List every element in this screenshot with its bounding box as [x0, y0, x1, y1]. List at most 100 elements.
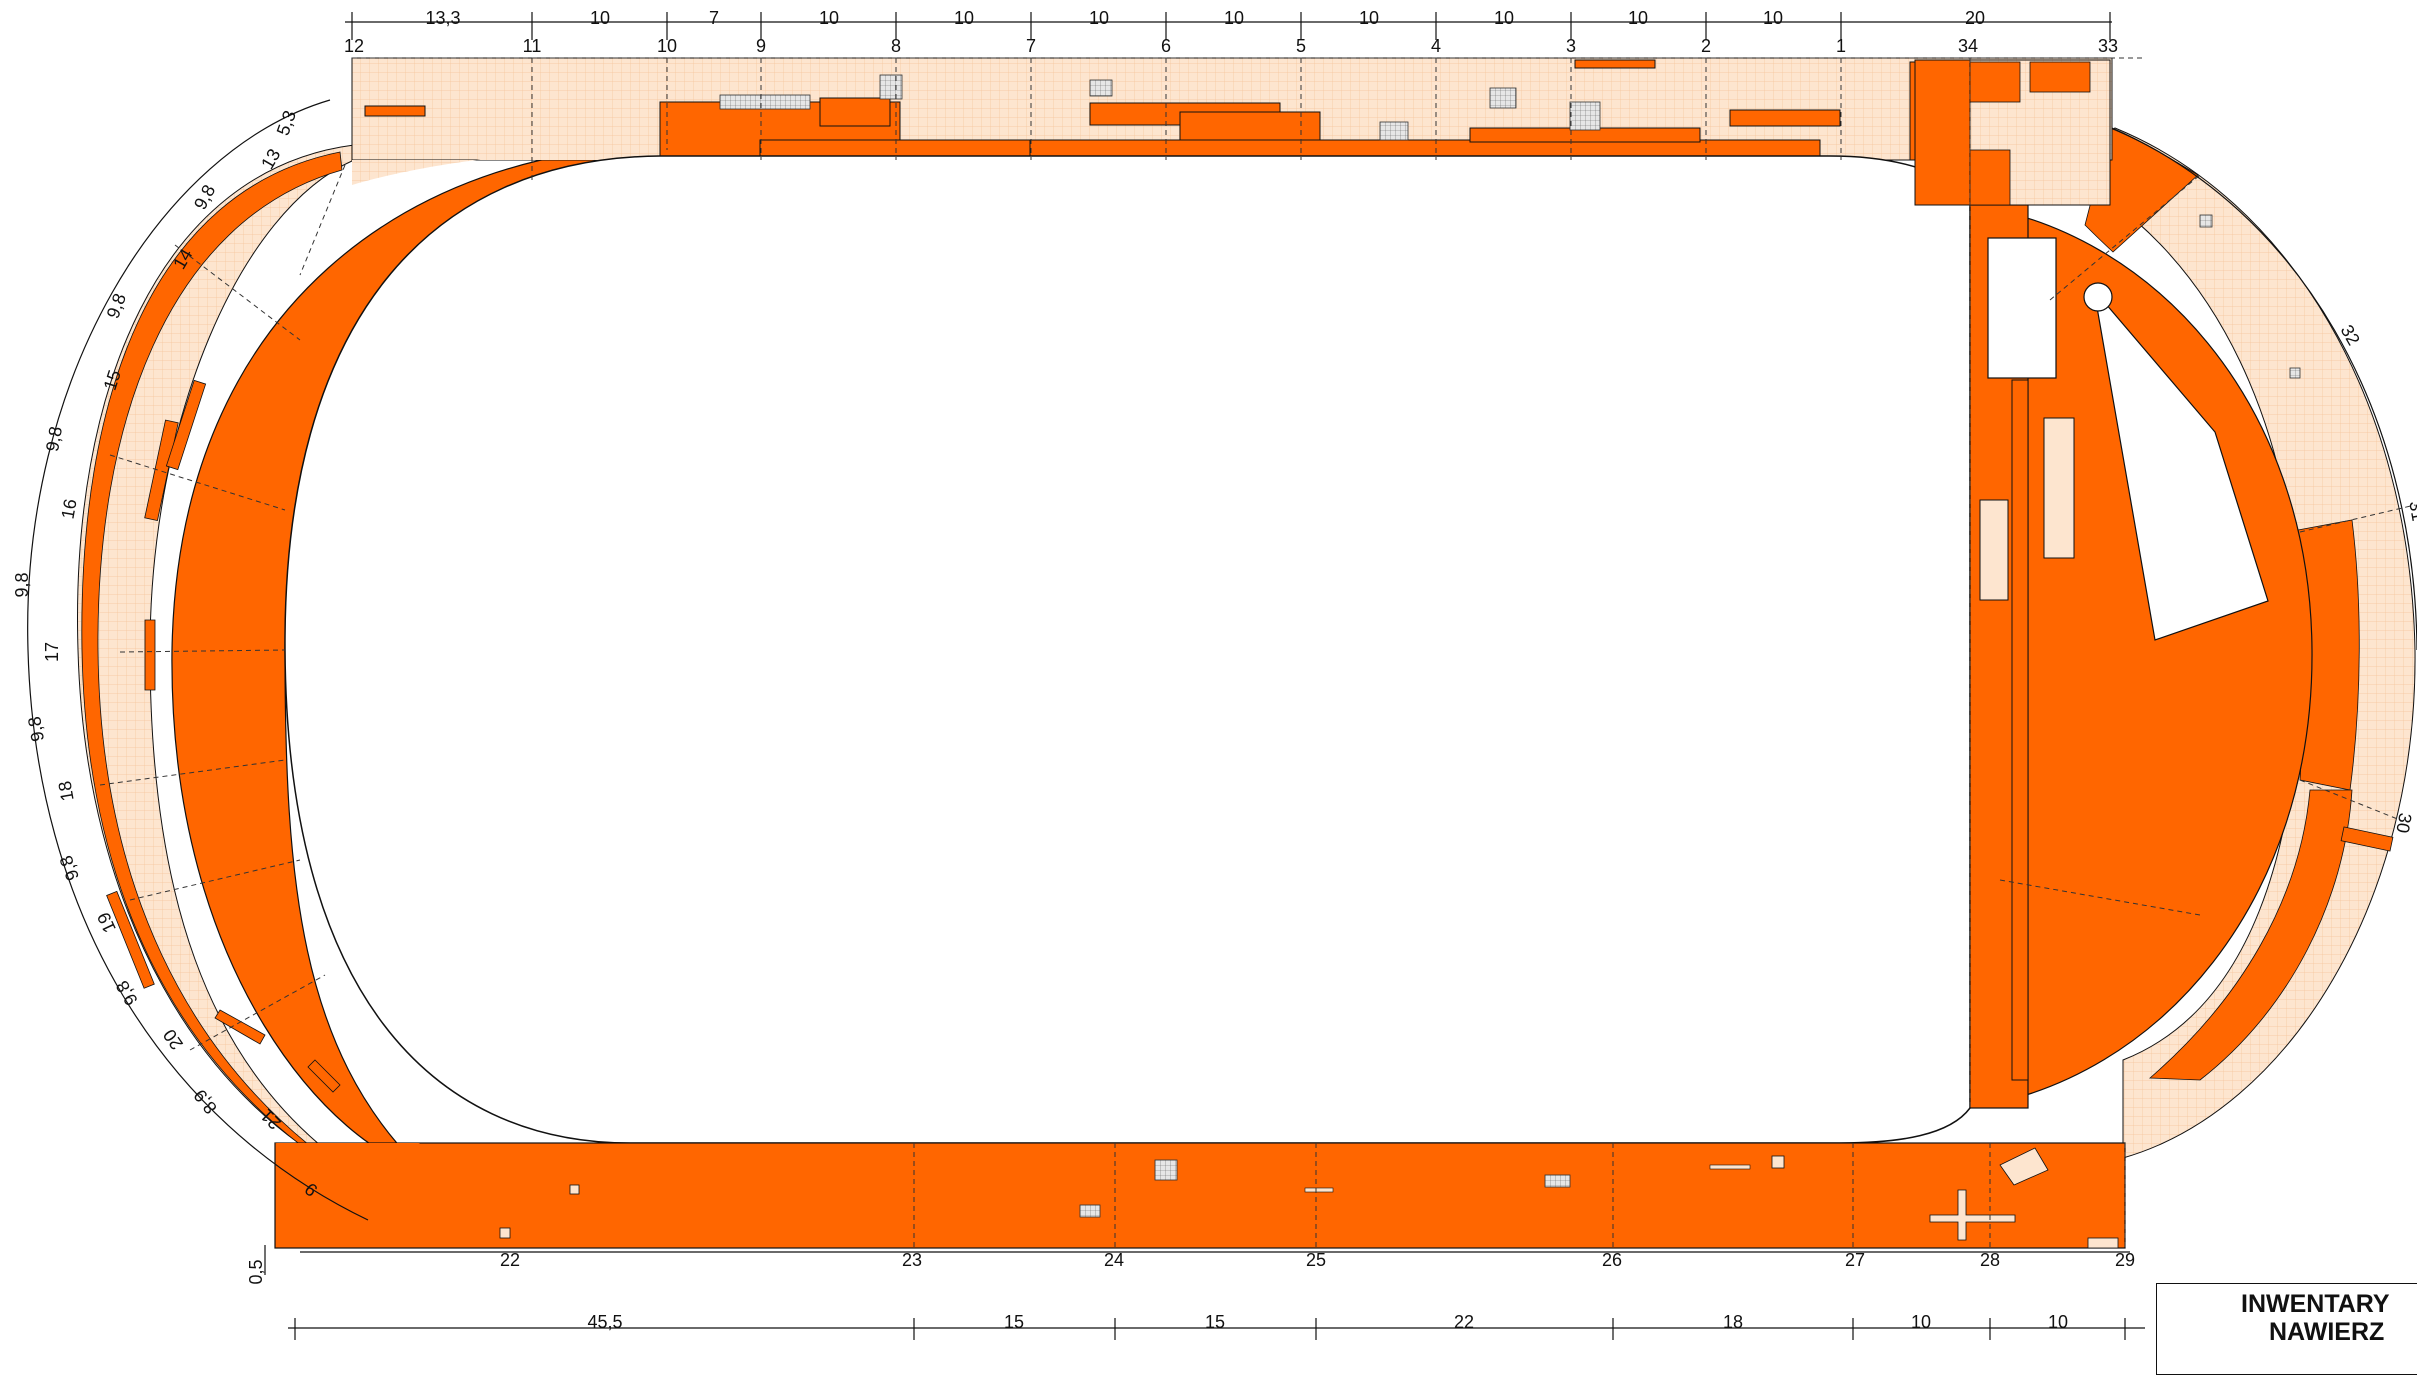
right-white-rect-2 [1979, 499, 2009, 601]
top-dim-seg-3: 10 [819, 8, 839, 28]
bottom-dim-3: 22 [1454, 1312, 1474, 1332]
right-vertical-inner-line [2011, 379, 2029, 1081]
bottom-left-join [275, 1143, 420, 1185]
bottom-point-24: 24 [1104, 1250, 1124, 1270]
top-damaged-8 [1574, 59, 1656, 69]
bottom-hatched-1 [1154, 1159, 1178, 1181]
infield-circle [2083, 282, 2113, 312]
bottom-straight-damaged [274, 1142, 2126, 1249]
top-damaged-12 [364, 105, 426, 117]
infield-white-wedge [2093, 287, 2269, 641]
top-dim-seg-9: 10 [1628, 8, 1648, 28]
right-top-damaged-a [1969, 61, 2021, 103]
top-point-9: 3 [1566, 36, 1576, 56]
top-point-1: 11 [523, 36, 542, 56]
bottom-dim-5: 10 [1911, 1312, 1931, 1332]
right-bend-patch-2 [2199, 214, 2213, 228]
left-arc-seg-8: 8,9 [190, 1086, 221, 1118]
bottom-dim-4: 18 [1723, 1312, 1743, 1332]
bottom-dim-6: 10 [2048, 1312, 2068, 1332]
right-arc-point-30: 30 [2392, 811, 2415, 834]
bottom-line-1 [1709, 1164, 1751, 1170]
bottom-small-2 [499, 1227, 511, 1239]
top-point-5: 7 [1026, 36, 1036, 56]
bottom-dimension-line [264, 1245, 2145, 1340]
right-bend-patch-3 [2289, 367, 2301, 379]
top-dim-seg-5: 10 [1089, 8, 1109, 28]
top-hatched-4 [1569, 101, 1601, 131]
top-point-7: 5 [1296, 36, 1306, 56]
bottom-point-26: 26 [1602, 1250, 1622, 1270]
top-dim-seg-0: 13,3 [425, 8, 460, 28]
right-bend-patch-1 [2340, 826, 2394, 852]
top-point-4: 8 [891, 36, 901, 56]
left-arc-seg-4: 9,8 [12, 572, 32, 597]
bottom-small-1 [569, 1184, 580, 1195]
bottom-cross-patch [1929, 1189, 2016, 1241]
top-dim-seg-6: 10 [1224, 8, 1244, 28]
top-point-11: 1 [1836, 36, 1846, 56]
right-arc-point-31: 31 [2405, 499, 2417, 522]
top-point-8: 4 [1431, 36, 1441, 56]
left-arc-piece-4 [214, 1009, 266, 1045]
bottom-diamond-patch [1999, 1147, 2049, 1186]
top-point-12: 34 [1958, 36, 1978, 56]
top-hatched-6 [1089, 79, 1113, 97]
left-arc-piece-6 [307, 1059, 341, 1093]
top-point-0: 12 [344, 36, 364, 56]
left-arc-dimension [27, 99, 369, 1221]
bottom-small-3 [1771, 1155, 1785, 1169]
bottom-point-25: 25 [1306, 1250, 1326, 1270]
left-arc-point-18: 18 [55, 779, 78, 802]
right-top-damaged-c [1969, 149, 2011, 206]
left-arc-piece-1 [144, 419, 179, 522]
top-dim-seg-8: 10 [1494, 8, 1514, 28]
bottom-dim-1: 15 [1004, 1312, 1024, 1332]
bottom-point-22: 22 [500, 1250, 520, 1270]
left-arc-point-16: 16 [58, 497, 81, 520]
bottom-dim-0: 45,5 [587, 1312, 622, 1332]
top-hatched-5 [879, 74, 903, 100]
right-white-rect-1 [1987, 237, 2057, 379]
top-hatched-1 [719, 94, 811, 110]
right-top-damaged-col [1914, 59, 1971, 206]
title-line-1: INWENTARY [2241, 1290, 2390, 1318]
bottom-small-4 [2087, 1237, 2119, 1249]
left-arc-piece-5 [144, 619, 156, 691]
left-arc-seg-5: 9,8 [24, 715, 48, 743]
right-arc-outline [2111, 127, 2417, 651]
top-point-3: 9 [756, 36, 766, 56]
bottom-dim-2: 15 [1205, 1312, 1225, 1332]
bottom-point-28: 28 [1980, 1250, 2000, 1270]
top-dim-seg-7: 10 [1359, 8, 1379, 28]
offset-dimension: 0,5 [246, 1259, 266, 1284]
top-dim-seg-11: 20 [1965, 8, 1985, 28]
top-point-13: 33 [2098, 36, 2118, 56]
top-point-2: 10 [657, 36, 677, 56]
left-arc-seg-3: 9,8 [42, 425, 66, 453]
left-arc-point-20: 20 [159, 1026, 187, 1054]
left-arc-point-17: 17 [42, 642, 62, 662]
top-hatched-2 [1379, 121, 1409, 141]
section-dividers [99, 57, 2416, 1248]
top-dim-seg-10: 10 [1763, 8, 1783, 28]
bottom-point-29: 29 [2115, 1250, 2135, 1270]
right-white-rect-3 [2043, 417, 2075, 559]
top-damaged-7 [1729, 109, 1841, 127]
top-damaged-13 [819, 97, 891, 127]
right-top-damaged-b [2029, 61, 2091, 93]
bottom-hatched-2 [1544, 1174, 1571, 1188]
infield-white [284, 155, 1971, 1144]
top-hatched-3 [1489, 87, 1517, 109]
top-dim-seg-1: 10 [590, 8, 610, 28]
left-arc-piece-3 [106, 890, 155, 989]
title-line-2: NAWIERZ [2269, 1318, 2385, 1346]
right-bend-damaged-lower [2148, 789, 2353, 1081]
top-dim-seg-4: 10 [954, 8, 974, 28]
bottom-point-23: 23 [902, 1250, 922, 1270]
top-point-10: 2 [1701, 36, 1711, 56]
left-arc-seg-2: 9,8 [103, 291, 130, 321]
left-arc-seg-6: 9,8 [56, 853, 83, 883]
top-dimension-line [345, 12, 2112, 40]
